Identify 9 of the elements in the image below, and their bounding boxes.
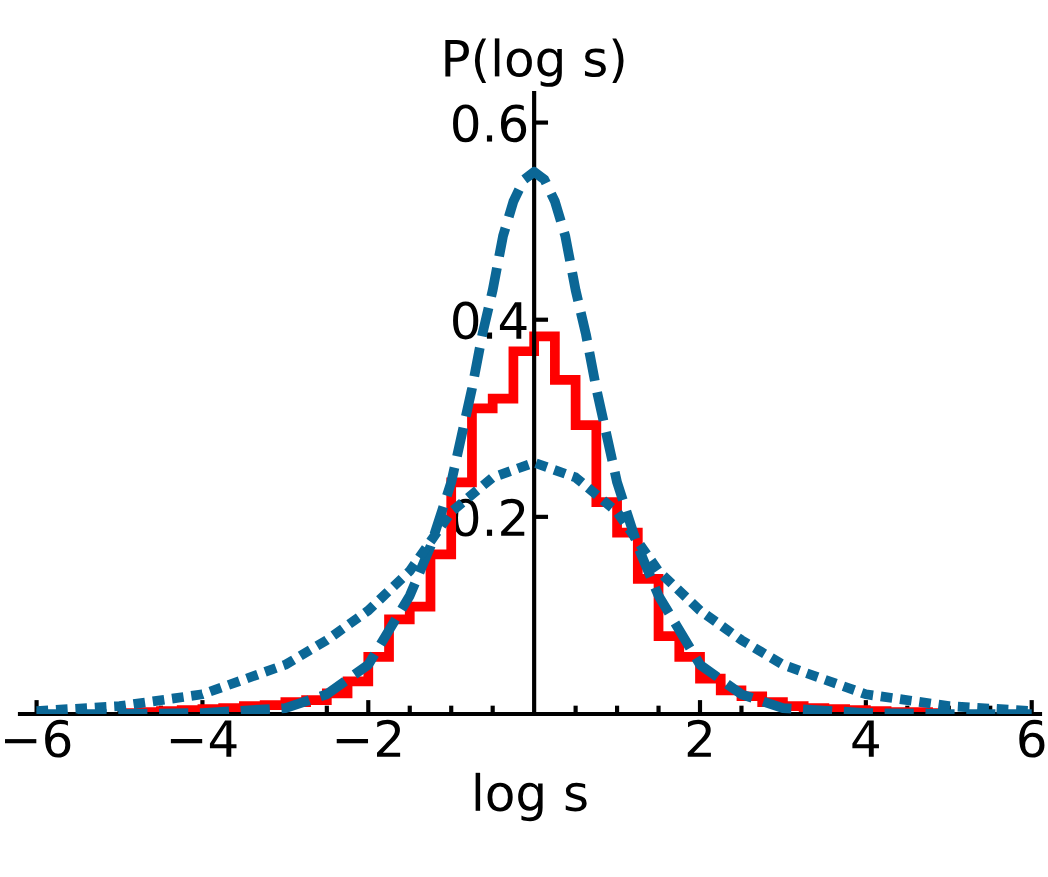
x-tick-label: −4 bbox=[170, 720, 237, 757]
x-axis-title: log s bbox=[475, 772, 587, 822]
x-tick-label: 2 bbox=[687, 719, 711, 757]
y-axis-title: P(log s) bbox=[445, 38, 624, 87]
x-tick-label: 4 bbox=[852, 720, 879, 757]
x-tick-label: −2 bbox=[336, 719, 401, 757]
x-tick-label: 6 bbox=[1019, 719, 1045, 758]
x-tick-label: −6 bbox=[5, 719, 71, 758]
y-tick-label: 0.6 bbox=[453, 104, 527, 143]
